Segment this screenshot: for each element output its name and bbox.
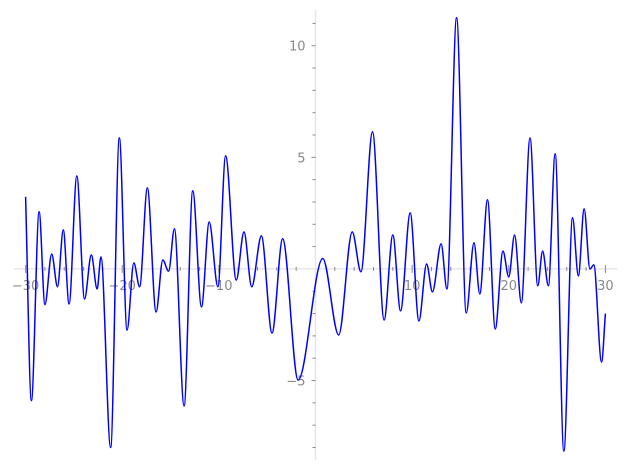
tick-labels: −30 −20 −10 10 20 30 10 5 −5 — [12, 40, 614, 390]
series-line — [24, 16, 607, 452]
y-tick-label: 5 — [297, 151, 305, 166]
x-tick-label: −30 — [12, 279, 39, 294]
x-tick-label: −10 — [205, 279, 232, 294]
y-tick-label: −5 — [286, 375, 305, 390]
x-tick-label: 10 — [404, 279, 421, 294]
y-tick-label: 10 — [289, 40, 306, 55]
x-tick-label: 30 — [597, 279, 614, 294]
axes — [14, 10, 617, 460]
x-tick-label: 20 — [500, 279, 517, 294]
